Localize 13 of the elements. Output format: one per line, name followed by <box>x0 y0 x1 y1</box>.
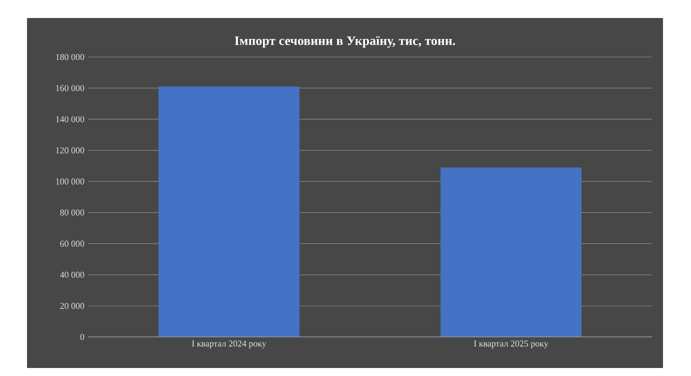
y-tick-label: 20 000 <box>60 302 84 309</box>
y-tick-label: 0 <box>80 334 84 340</box>
y-tick-label: 160 000 <box>56 85 84 92</box>
y-tick-label: 40 000 <box>60 272 84 278</box>
y-tick-label: 140 000 <box>56 116 84 122</box>
y-tick-label: 100 000 <box>56 178 84 184</box>
chart-title: Імпорт сечовини в Україну, тис, тонн. <box>234 36 456 48</box>
y-tick-label: 180 000 <box>56 54 84 60</box>
y-tick-label: 120 000 <box>56 147 84 154</box>
y-tick-label: 80 000 <box>60 210 84 216</box>
y-tick-label: 60 000 <box>60 240 84 247</box>
x-tick-label: I квартал 2025 року <box>474 340 548 348</box>
x-tick-label: I квартал 2024 року <box>192 340 266 348</box>
